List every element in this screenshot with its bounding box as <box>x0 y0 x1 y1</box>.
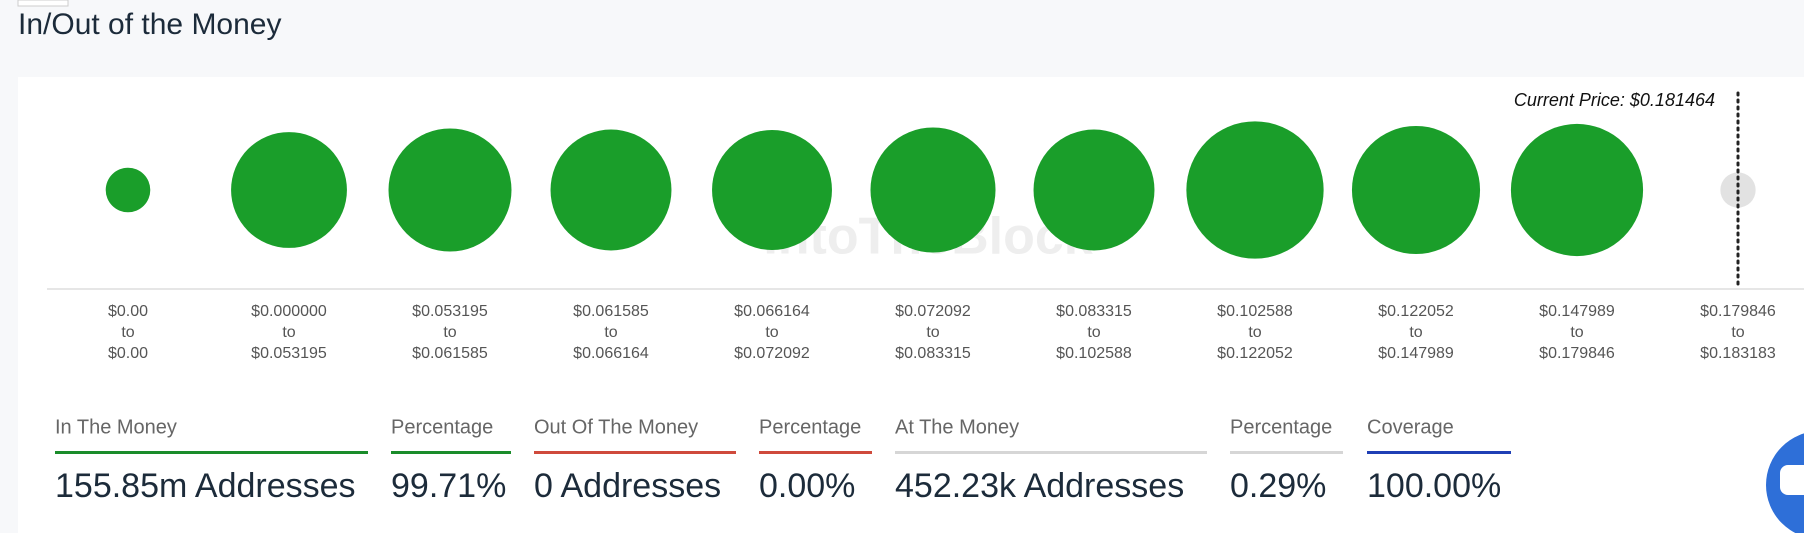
range-to: $0.122052 <box>1217 345 1293 362</box>
stat-value: 0 Addresses <box>534 467 721 505</box>
range-joiner: to <box>765 324 778 341</box>
stat-label: Coverage <box>1367 416 1454 438</box>
range-to: $0.183183 <box>1700 345 1776 362</box>
range-to: $0.147989 <box>1378 345 1454 362</box>
range-from: $0.053195 <box>412 303 488 320</box>
stat-value: 452.23k Addresses <box>895 467 1184 505</box>
bubble <box>712 130 832 250</box>
range-joiner: to <box>1570 324 1583 341</box>
range-joiner: to <box>1087 324 1100 341</box>
stat-value: 0.00% <box>759 467 855 505</box>
bubble <box>388 128 512 252</box>
bubble <box>1351 125 1481 255</box>
range-to: $0.061585 <box>412 345 488 362</box>
range-to: $0.072092 <box>734 345 810 362</box>
range-to: $0.179846 <box>1539 345 1615 362</box>
range-from: $0.102588 <box>1217 303 1293 320</box>
range-from: $0.083315 <box>1056 303 1132 320</box>
stat-value: 100.00% <box>1367 467 1501 505</box>
range-from: $0.066164 <box>734 303 810 320</box>
range-joiner: to <box>1731 324 1744 341</box>
range-from: $0.179846 <box>1700 303 1776 320</box>
bubble <box>870 127 996 253</box>
range-joiner: to <box>443 324 456 341</box>
range-from: $0.000000 <box>251 303 327 320</box>
tab-stub <box>17 0 69 7</box>
range-to: $0.066164 <box>573 345 649 362</box>
range-to: $0.053195 <box>251 345 327 362</box>
range-to: $0.083315 <box>895 345 971 362</box>
chat-icon[interactable] <box>1780 465 1804 495</box>
stat-underline <box>391 451 511 454</box>
bubble <box>1186 121 1324 259</box>
stat-label: Percentage <box>759 416 861 438</box>
bubble <box>550 129 672 251</box>
stat-value: 0.29% <box>1230 467 1326 505</box>
stat-label: Percentage <box>391 416 493 438</box>
stat-label: Percentage <box>1230 416 1332 438</box>
current-price-label: Current Price: $0.181464 <box>1514 90 1715 110</box>
range-from: $0.147989 <box>1539 303 1615 320</box>
stat-underline <box>759 451 872 454</box>
range-joiner: to <box>1248 324 1261 341</box>
stat-label: At The Money <box>895 416 1019 438</box>
stat-underline <box>1230 451 1343 454</box>
range-from: $0.00 <box>108 303 148 320</box>
stat-underline <box>534 451 736 454</box>
bubble <box>231 132 347 248</box>
bubble <box>1510 123 1644 257</box>
stat-underline <box>55 451 368 454</box>
page-title: In/Out of the Money <box>18 8 281 41</box>
range-to: $0.102588 <box>1056 345 1132 362</box>
range-joiner: to <box>1409 324 1422 341</box>
stat-value: 99.71% <box>391 467 506 505</box>
bubble <box>1033 129 1155 251</box>
range-from: $0.122052 <box>1378 303 1454 320</box>
range-from: $0.061585 <box>573 303 649 320</box>
range-joiner: to <box>604 324 617 341</box>
stat-label: In The Money <box>55 416 177 438</box>
range-joiner: to <box>926 324 939 341</box>
stat-underline <box>1367 451 1511 454</box>
range-joiner: to <box>282 324 295 341</box>
range-joiner: to <box>121 324 134 341</box>
bubble <box>105 167 151 213</box>
range-to: $0.00 <box>108 345 148 362</box>
stat-value: 155.85m Addresses <box>55 467 356 505</box>
stat-underline <box>895 451 1207 454</box>
range-from: $0.072092 <box>895 303 971 320</box>
stat-label: Out Of The Money <box>534 416 698 438</box>
